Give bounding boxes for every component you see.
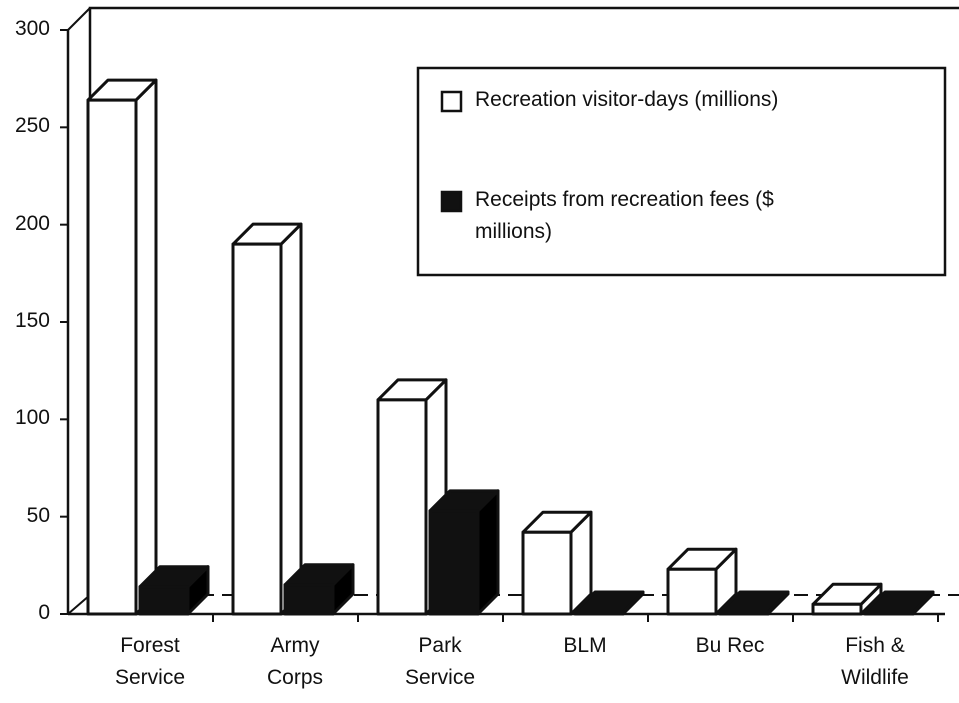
top-edge bbox=[67, 7, 91, 31]
bar bbox=[573, 610, 625, 616]
y-tick-label: 200 bbox=[14, 211, 50, 235]
x-tick-label: Forest Service bbox=[114, 634, 186, 689]
bar bbox=[138, 585, 190, 616]
bar bbox=[283, 583, 335, 616]
y-tick-label: 250 bbox=[14, 114, 50, 138]
bar bbox=[811, 602, 863, 616]
bar bbox=[376, 398, 428, 616]
x-tick-label: Army Corps bbox=[266, 634, 324, 689]
bar bbox=[86, 98, 138, 616]
x-tick-label: BLM bbox=[563, 634, 607, 657]
bar bbox=[863, 610, 915, 616]
x-tick-label: Fish & Wildlife bbox=[841, 634, 909, 689]
legend-swatch bbox=[440, 190, 463, 213]
bar-side bbox=[134, 78, 158, 616]
y-tick-label: 300 bbox=[14, 17, 50, 40]
x-tick-label: Park Service bbox=[404, 634, 476, 689]
bar-side bbox=[279, 222, 303, 616]
y-tick-label: 0 bbox=[38, 601, 50, 624]
bar bbox=[718, 610, 770, 616]
y-tick-label: 150 bbox=[14, 309, 50, 332]
bar bbox=[521, 530, 573, 616]
bar bbox=[666, 567, 718, 616]
legend-swatch bbox=[440, 90, 463, 113]
floor-edge bbox=[67, 594, 91, 615]
x-tick-label: Bu Rec bbox=[695, 634, 765, 657]
bar bbox=[428, 509, 480, 616]
legend-box bbox=[416, 66, 947, 277]
y-tick-label: 100 bbox=[14, 406, 50, 430]
y-tick-label: 50 bbox=[26, 503, 50, 527]
bar bbox=[231, 242, 283, 616]
legend-label: Receipts from recreation fees ($ million… bbox=[475, 188, 774, 243]
legend-label: Recreation visitor-days (millions) bbox=[475, 88, 779, 111]
